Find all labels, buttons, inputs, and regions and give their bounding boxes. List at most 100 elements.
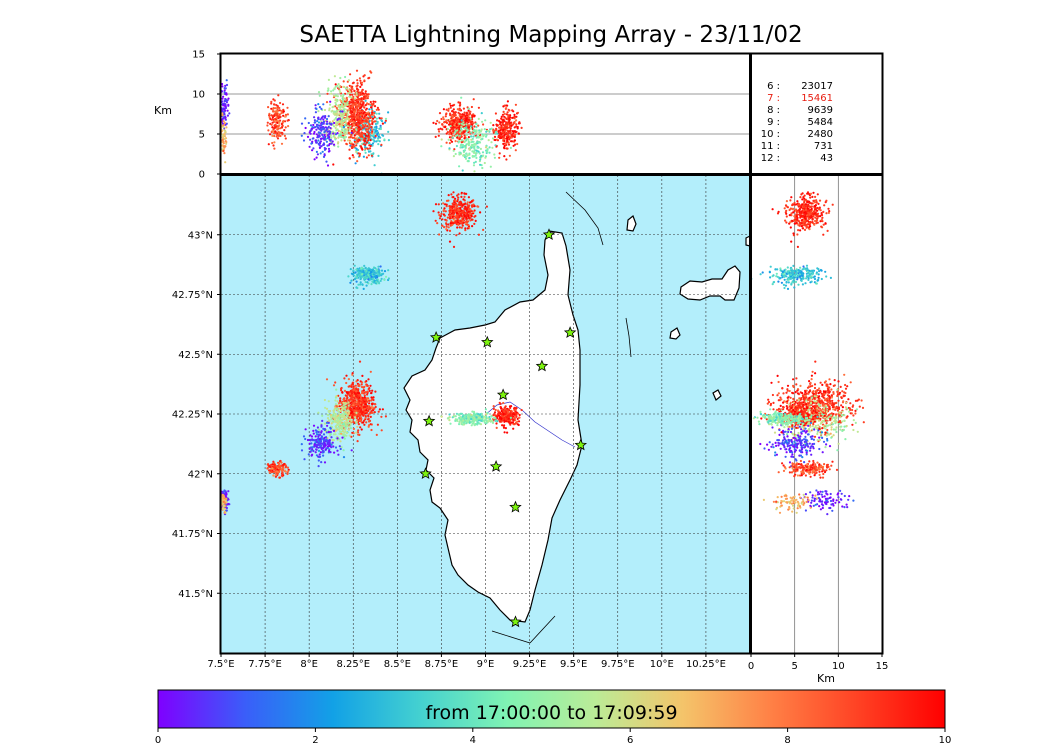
lightning-point xyxy=(304,437,307,441)
lightning-point-alt xyxy=(221,82,224,86)
lightning-point xyxy=(320,424,323,427)
lightning-point xyxy=(466,227,469,230)
lightning-point-alt xyxy=(486,148,489,151)
lightning-point xyxy=(336,414,339,418)
lightning-point xyxy=(361,283,364,286)
lightning-point-alt xyxy=(334,83,337,86)
lightning-point-alt xyxy=(370,106,373,109)
lightning-point-alt xyxy=(451,116,454,119)
lightning-point-alt xyxy=(352,101,355,104)
lightning-point-alt xyxy=(357,108,360,111)
lightning-point xyxy=(337,410,340,413)
lightning-point xyxy=(349,424,352,427)
lightning-point xyxy=(364,280,367,284)
lightning-point xyxy=(359,380,362,383)
lightning-point-alt xyxy=(356,160,359,163)
lightning-point-alt xyxy=(501,123,505,126)
lightning-point-alt xyxy=(337,141,340,144)
lightning-point-alt xyxy=(351,82,354,85)
lightning-point-alt xyxy=(356,79,359,82)
coast-line-east xyxy=(625,317,632,358)
lightning-point-alt xyxy=(467,124,470,127)
lightning-point xyxy=(445,199,449,202)
lightning-point xyxy=(272,474,275,477)
lightning-point-alt xyxy=(508,122,511,125)
lightning-point-alt xyxy=(339,131,342,135)
lightning-point-alt xyxy=(504,127,507,131)
lightning-point xyxy=(371,406,374,410)
lightning-point xyxy=(458,423,461,426)
lightning-point xyxy=(309,434,312,437)
lightning-point xyxy=(476,423,479,426)
lightning-point xyxy=(460,418,463,421)
lightning-point-alt xyxy=(354,123,357,126)
lightning-point xyxy=(470,413,473,416)
lightning-point-alt xyxy=(379,136,382,139)
lightning-point-alt xyxy=(452,128,455,131)
lightning-point-alt xyxy=(366,125,369,128)
lightning-point xyxy=(338,402,341,405)
lightning-point-alt xyxy=(376,106,379,109)
lightning-point xyxy=(222,504,225,507)
lightning-point-alt xyxy=(355,69,359,72)
lightning-point xyxy=(335,426,338,429)
lightning-point xyxy=(463,203,466,206)
lightning-point-alt xyxy=(359,79,362,82)
lightning-point-alt xyxy=(337,145,340,148)
lightning-point xyxy=(367,418,370,421)
lightning-point xyxy=(461,415,464,418)
lightning-point xyxy=(348,398,351,401)
lightning-point-alt xyxy=(326,92,329,95)
lightning-point-alt xyxy=(373,116,376,119)
lightning-point-alt xyxy=(371,134,374,137)
lightning-point-alt xyxy=(465,123,468,126)
lightning-point xyxy=(361,411,364,414)
lightning-point xyxy=(317,433,321,436)
lightning-point-alt xyxy=(478,131,481,134)
lightning-point-alt xyxy=(465,133,468,136)
lightning-point xyxy=(372,409,375,412)
lightning-point-alt xyxy=(494,112,497,115)
lightning-point-alt xyxy=(328,149,331,153)
lightning-point-alt xyxy=(374,134,377,138)
lightning-point xyxy=(347,404,350,407)
lightning-point-alt xyxy=(351,154,354,157)
lightning-point-alt xyxy=(472,113,475,116)
lightning-point xyxy=(317,465,320,468)
lightning-point-alt xyxy=(332,132,335,135)
lightning-point xyxy=(483,421,486,424)
lightning-point xyxy=(332,414,335,417)
lightning-point-alt xyxy=(383,121,387,124)
lightning-point-alt xyxy=(221,136,224,139)
lightning-point-alt xyxy=(224,137,228,140)
lightning-point-alt xyxy=(468,127,471,130)
lightning-point-alt xyxy=(224,84,227,87)
lightning-point-alt xyxy=(373,120,376,123)
lightning-point xyxy=(434,203,438,206)
lightning-point-alt xyxy=(317,91,321,94)
lightning-point-alt xyxy=(271,114,274,117)
lightning-point-alt xyxy=(337,136,340,139)
lightning-point xyxy=(334,381,337,384)
lightning-point-alt xyxy=(499,123,502,126)
lightning-point-alt xyxy=(344,135,348,139)
lightning-point-alt xyxy=(379,127,382,131)
lightning-point-alt xyxy=(358,98,361,101)
lightning-point-alt xyxy=(457,137,460,140)
lightning-point xyxy=(332,416,336,419)
lightning-point xyxy=(377,265,380,268)
lightning-point xyxy=(438,233,441,236)
lightning-point-alt xyxy=(353,118,356,121)
lightning-point-alt xyxy=(504,129,507,132)
lightning-point xyxy=(453,218,456,222)
lightning-point-alt xyxy=(448,133,452,136)
coast-line-south xyxy=(491,615,556,644)
lightning-point-alt xyxy=(271,141,274,145)
lightning-point-alt xyxy=(330,92,333,95)
lightning-point-alt xyxy=(352,110,355,113)
lightning-point xyxy=(346,409,349,412)
lightning-point-alt xyxy=(455,132,458,135)
lightning-point xyxy=(323,461,327,464)
lightning-point-alt xyxy=(494,138,497,142)
lightning-point-alt xyxy=(222,107,225,110)
